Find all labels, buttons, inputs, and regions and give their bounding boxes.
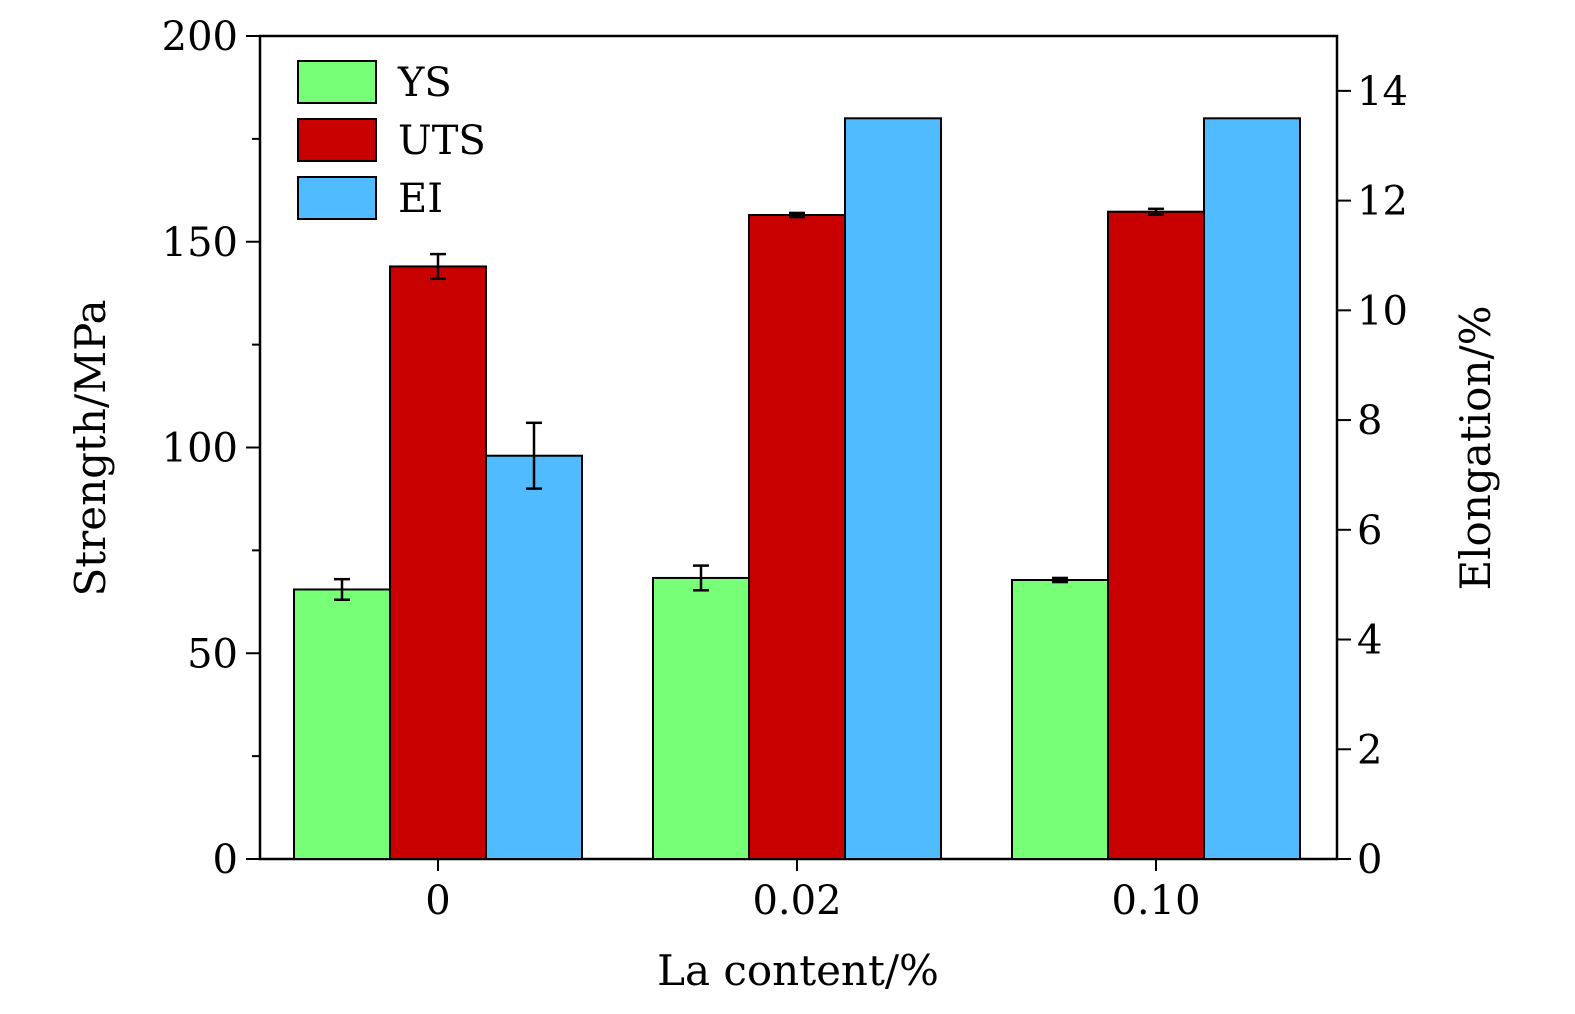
legend-label-uts: UTS [398,118,486,164]
legend-label-ys: YS [397,60,452,106]
y2-tick-label-10: 10 [1357,288,1408,334]
y2-tick-label-0: 0 [1357,837,1382,883]
y-tick-label-0: 0 [213,837,238,883]
legend-item-uts: UTS [297,118,486,164]
legend-swatch-ei [297,176,377,220]
error-bar-ys-0.02 [693,564,709,592]
x-tick-label-0: 0 [425,878,450,924]
error-bar-uts-0.02 [789,211,805,219]
bar-ys-0.10 [1011,579,1109,860]
legend-swatch-uts [297,118,377,162]
bar-ei-0.10 [1203,117,1301,861]
legend-item-ei: EI [297,176,443,222]
legend-label-ei: EI [398,176,443,222]
error-bar-ys-0.10 [1052,576,1068,584]
y2-tick-label-12: 12 [1357,179,1408,225]
bar-uts-0 [389,265,487,860]
y2-tick-label-6: 6 [1357,508,1382,554]
y2-tick-label-8: 8 [1357,398,1382,444]
y-tick-label-100: 100 [162,426,238,472]
bar-uts-0.10 [1107,210,1205,860]
y-tick-label-200: 200 [162,14,238,60]
y-tick-label-50: 50 [187,631,238,677]
y-tick-label-150: 150 [162,220,238,266]
bar-ys-0.02 [652,576,750,860]
legend-swatch-ys [297,60,377,104]
bar-ys-0 [293,588,391,861]
legend-item-ys: YS [297,60,452,106]
error-bar-uts-0.10 [1148,207,1164,216]
ticks-layer: 0 0.02 0.10 0 50 100 150 200 0 2 4 6 8 10 12 14 [162,14,1408,924]
y2-tick-label-4: 4 [1357,618,1382,664]
y2-tick-label-14: 14 [1357,69,1408,115]
x-axis-title: La content/% [657,946,939,995]
bar-uts-0.02 [748,214,846,860]
y2-axis-title: Elongation/% [1451,305,1500,590]
legend: YS UTS EI [297,60,486,222]
y-axis-title: Strength/MPa [66,299,115,596]
x-tick-label-0.10: 0.10 [1111,878,1200,924]
y2-tick-label-2: 2 [1357,727,1382,773]
error-bar-ys-0 [334,577,350,602]
bar-ei-0.02 [844,117,942,861]
bars-layer [293,117,1301,861]
error-bar-ei-0 [526,421,542,490]
error-bars-layer [334,207,1164,602]
x-tick-label-0.02: 0.02 [752,878,841,924]
error-bar-uts-0 [430,252,446,281]
bar-ei-0 [485,454,583,860]
